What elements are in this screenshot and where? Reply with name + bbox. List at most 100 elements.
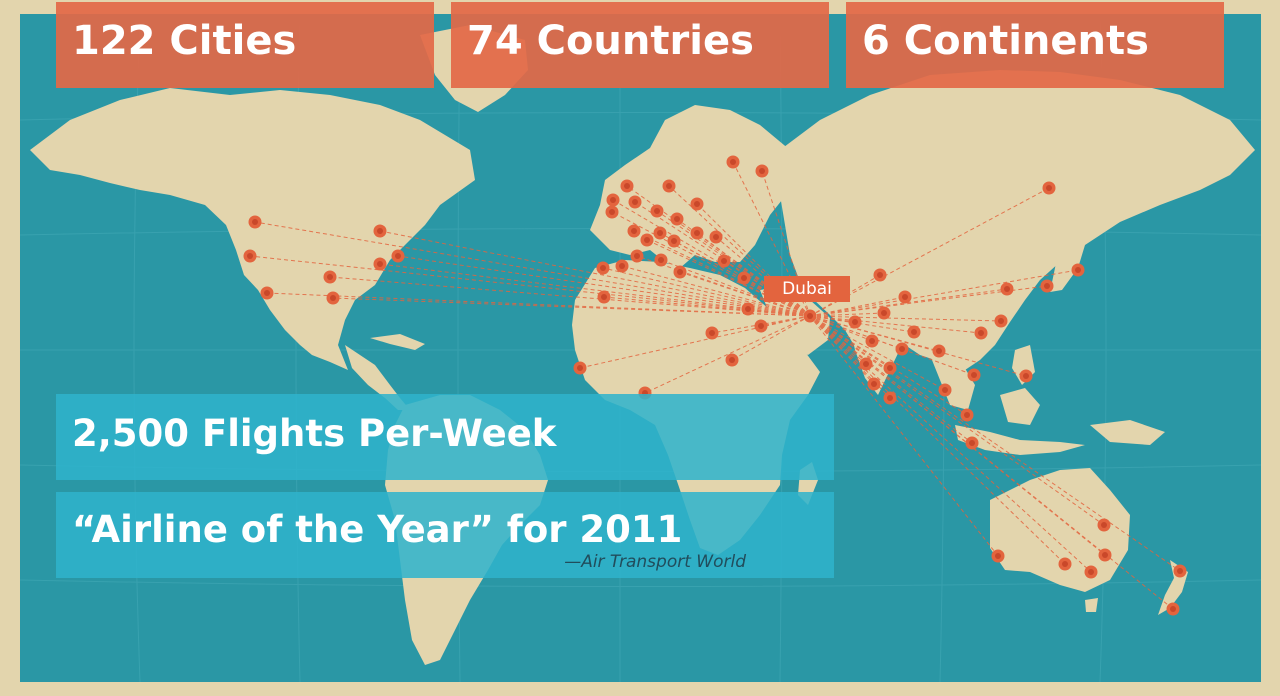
destination-dot — [323, 270, 337, 284]
hub-label-dubai: Dubai — [764, 276, 850, 302]
route-line — [809, 288, 1008, 317]
route-line — [696, 232, 811, 317]
route-line — [747, 308, 811, 317]
destination-dot — [867, 377, 881, 391]
north-america — [30, 88, 475, 370]
route-line — [731, 315, 811, 361]
stat-cities: 122 Cities — [56, 2, 434, 88]
cuba — [370, 334, 425, 350]
route-line — [809, 315, 1027, 377]
destination-dot — [873, 268, 887, 282]
destination-dot — [630, 249, 644, 263]
destination-dot — [967, 368, 981, 382]
destination-dot — [705, 326, 719, 340]
destination-dot — [1040, 279, 1054, 293]
route-line — [809, 315, 999, 557]
destination-dot — [326, 291, 340, 305]
destination-dot — [596, 261, 610, 275]
destination-dot — [965, 436, 979, 450]
destination-dot — [895, 342, 909, 356]
flights-per-week-banner: 2,500 Flights Per-Week — [56, 394, 834, 480]
destination-dot — [755, 164, 769, 178]
central-america — [345, 345, 410, 410]
arabia — [760, 285, 830, 355]
route-line — [579, 315, 811, 369]
route-line — [633, 230, 811, 317]
borneo — [1000, 388, 1040, 425]
stat-countries: 74 Countries — [451, 2, 829, 88]
route-line — [329, 276, 811, 317]
destination-dot — [994, 314, 1008, 328]
destination-dot — [640, 233, 654, 247]
destination-dot — [883, 361, 897, 375]
destination-dot — [754, 319, 768, 333]
destination-dot — [877, 306, 891, 320]
hub-dot-dubai — [803, 309, 817, 323]
destination-dot — [932, 344, 946, 358]
destination-dot — [709, 230, 723, 244]
route-line — [660, 259, 811, 317]
route-line — [809, 315, 1092, 573]
award-source: —Air Transport World — [564, 552, 746, 572]
destination-dot — [690, 197, 704, 211]
destination-dot — [1098, 548, 1112, 562]
route-line — [761, 170, 811, 317]
destination-dot — [865, 334, 879, 348]
destination-dot — [373, 257, 387, 271]
destination-dot — [662, 179, 676, 193]
australia — [990, 468, 1130, 592]
route-line — [809, 315, 891, 399]
japan — [1050, 228, 1085, 292]
route-line — [379, 263, 811, 317]
route-line — [332, 297, 811, 317]
route-line — [809, 312, 885, 317]
route-line — [621, 265, 811, 317]
destination-dot — [717, 254, 731, 268]
destination-dot — [1000, 282, 1014, 296]
destination-dot — [883, 391, 897, 405]
destination-dots — [243, 155, 1187, 616]
destination-dot — [907, 325, 921, 339]
route-line — [809, 315, 867, 365]
route-line — [249, 255, 811, 317]
route-line — [760, 315, 811, 327]
destination-dot — [391, 249, 405, 263]
route-line — [696, 203, 811, 317]
route-line — [809, 296, 906, 317]
destination-dot — [690, 226, 704, 240]
destination-dot — [653, 226, 667, 240]
destination-dot — [248, 215, 262, 229]
destination-dot — [1071, 263, 1085, 277]
destination-dot — [606, 193, 620, 207]
destination-dot — [654, 253, 668, 267]
airline-of-the-year-banner: “Airline of the Year” for 2011 —Air Tran… — [56, 492, 834, 578]
destination-dot — [628, 195, 642, 209]
route-line — [379, 230, 811, 317]
destination-dot — [1173, 564, 1187, 578]
route-line — [644, 315, 811, 394]
destination-dot — [974, 326, 988, 340]
route-line — [646, 239, 811, 317]
destination-dot — [898, 290, 912, 304]
route-line — [809, 315, 1066, 565]
destination-dot — [991, 549, 1005, 563]
route-line — [809, 315, 915, 333]
route-line — [809, 315, 1002, 322]
southeast-asia — [930, 355, 975, 410]
tasmania — [1085, 598, 1098, 612]
destination-dot — [741, 302, 755, 316]
destination-dot — [373, 224, 387, 238]
destination-dot — [573, 361, 587, 375]
destination-dot — [1042, 181, 1056, 195]
destination-dot — [620, 179, 634, 193]
route-line — [602, 267, 811, 317]
stat-continents: 6 Continents — [846, 2, 1224, 88]
destination-dot — [1019, 369, 1033, 383]
destination-dot — [597, 290, 611, 304]
new-guinea — [1090, 420, 1165, 445]
route-line — [809, 315, 946, 391]
destination-dot — [673, 265, 687, 279]
route-line — [809, 315, 975, 376]
